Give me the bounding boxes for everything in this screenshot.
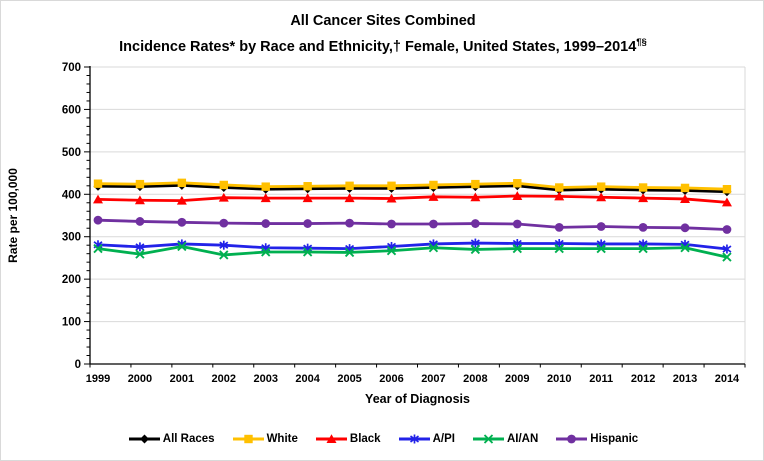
y-axis-title: Rate per 100,000 [6,168,20,263]
chart-title-line1: All Cancer Sites Combined [290,13,476,29]
svg-text:2013: 2013 [673,373,697,385]
legend-label-a-pi: A/PI [432,433,455,445]
legend-item-hispanic: Hispanic [555,432,638,446]
svg-text:2004: 2004 [295,373,320,385]
legend-item-white: White [232,432,298,446]
legend-item-ai-an: AI/AN [472,432,538,446]
legend-label-hispanic: Hispanic [590,433,639,445]
series-a-pi [93,238,732,254]
svg-text:2011: 2011 [589,373,613,385]
black-legend-marker-icon [315,434,347,443]
series-black [93,191,732,207]
legend-item-a-pi: A/PI [398,432,455,446]
x-axis-title: Year of Diagnosis [365,392,470,406]
svg-text:2010: 2010 [547,373,571,385]
svg-text:2014: 2014 [715,373,740,385]
chart-legend: All Races White Black A/PI AI/AN Hispanic [1,432,763,446]
title-footnote-superscript: ¶§ [636,37,647,48]
legend-item-all-races: All Races [128,432,215,446]
axis-titles: Rate per 100,000 Year of Diagnosis [6,168,470,406]
axes [89,66,745,365]
gridlines [90,66,746,364]
all-races-legend-marker-icon [128,434,160,444]
y-axis-ticks-labels: 0 100 200 300 400 500 600 700 [62,62,90,371]
legend-item-black: Black [315,432,381,446]
svg-text:200: 200 [62,274,81,286]
svg-text:2006: 2006 [379,373,403,385]
svg-text:1999: 1999 [86,373,110,385]
svg-text:700: 700 [62,62,81,74]
series-white [93,178,732,194]
svg-text:100: 100 [62,317,81,329]
ai-an-legend-marker-icon [472,434,504,444]
chart-title: All Cancer Sites Combined Incidence Rate… [1,10,763,58]
series-hispanic [93,215,732,234]
legend-label-black: Black [349,433,381,445]
series-ai-an [93,241,732,262]
svg-text:0: 0 [75,359,81,371]
svg-text:2001: 2001 [170,373,194,385]
svg-text:2012: 2012 [631,373,655,385]
svg-text:300: 300 [62,232,81,244]
svg-text:500: 500 [62,147,81,159]
hispanic-legend-marker-icon [556,434,588,444]
svg-text:2009: 2009 [505,373,529,385]
svg-text:2007: 2007 [421,373,445,385]
svg-text:2000: 2000 [128,373,152,385]
legend-label-white: White [266,433,298,445]
white-legend-marker-icon [232,434,264,444]
svg-text:2005: 2005 [337,373,361,385]
chart-title-line2: Incidence Rates* by Race and Ethnicity,†… [119,37,647,55]
svg-text:2008: 2008 [463,373,487,385]
svg-text:600: 600 [62,104,81,116]
a-pi-legend-marker-icon [398,434,430,444]
legend-label-ai-an: AI/AN [506,433,539,445]
svg-text:2002: 2002 [212,373,236,385]
x-axis-ticks-labels: 1999 2000 2001 2002 2003 2004 2005 2006 2007 2008… [86,364,746,385]
legend-label-all-races: All Races [162,433,215,445]
svg-text:2003: 2003 [253,373,277,385]
svg-text:400: 400 [62,189,81,201]
